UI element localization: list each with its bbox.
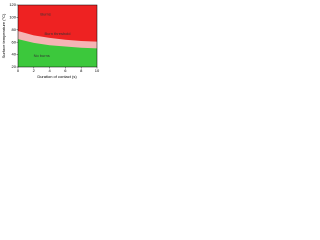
plot-frame: [17, 4, 98, 68]
y-tick-label: 120: [9, 2, 16, 7]
y-tick-label: 40: [12, 52, 17, 57]
chart: Surface temperature (°C) Duration of con…: [1, 2, 100, 79]
x-tick-label: 8: [80, 68, 83, 73]
x-tick-label: 10: [95, 68, 100, 73]
y-tick-label: 60: [12, 39, 17, 44]
y-tick-label: 100: [9, 14, 16, 19]
region-label: Burns: [40, 11, 50, 16]
x-tick-label: 2: [33, 68, 36, 73]
y-tick-label: 20: [12, 64, 17, 69]
y-tick-label: 80: [12, 27, 17, 32]
x-tick-label: 4: [48, 68, 51, 73]
x-axis-label: Duration of contact (s): [37, 74, 77, 79]
x-tick-label: 6: [64, 68, 67, 73]
region-area: [18, 39, 97, 67]
x-tick-label: 0: [17, 68, 20, 73]
y-axis-label: Surface temperature (°C): [1, 13, 6, 58]
region-label: Burn threshold: [44, 31, 70, 36]
page: {"chart_data": {"type": "region", "x_lab…: [0, 0, 100, 80]
region-label: No burns: [34, 53, 50, 58]
